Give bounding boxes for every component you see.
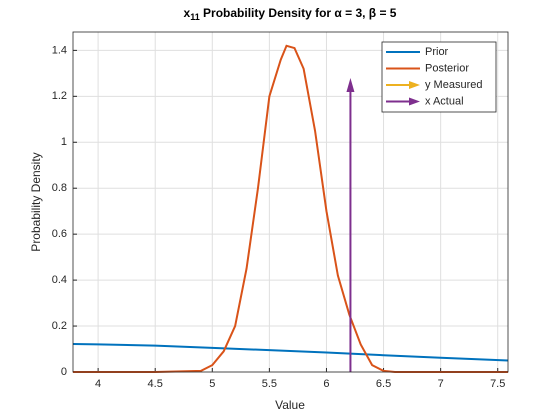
y-tick-label: 0.8	[52, 182, 67, 194]
y-tick-label: 1.4	[52, 44, 67, 56]
legend-label: Prior	[425, 46, 449, 58]
legend-swatch-head	[409, 81, 420, 89]
y-tick-label: 0.6	[52, 228, 67, 240]
y-tick-label: 0.2	[52, 320, 67, 332]
legend-label: x Actual	[425, 95, 464, 107]
axes-box	[72, 31, 509, 373]
x-tick-label: 4	[95, 378, 101, 390]
x-axis-label: Value	[275, 398, 305, 412]
series-line	[73, 44, 508, 373]
arrow-head	[346, 77, 355, 92]
legend-label: Posterior	[425, 62, 469, 74]
title-rest: Probability Density for α = 3, β = 5	[200, 6, 397, 20]
y-tick-label: 1.2	[52, 90, 67, 102]
legend: Prior Posterior y Measured x Actual	[381, 41, 497, 113]
x-tick-label: 6	[323, 378, 329, 390]
chart-title: x11 Probability Density for α = 3, β = 5	[184, 6, 397, 22]
x-tick-label: 7.5	[490, 378, 505, 390]
y-axis-label: Probability Density	[29, 152, 43, 251]
y-tick-label: 0.4	[52, 274, 67, 286]
x-tick-label: 6.5	[376, 378, 391, 390]
legend-box	[381, 41, 497, 113]
legend-swatch-head	[409, 97, 420, 106]
x-tick-label: 4.5	[148, 378, 163, 390]
legend-label: y Measured	[425, 79, 482, 91]
y-tick-label: 1	[61, 136, 67, 148]
x-tick-label: 5.5	[262, 378, 277, 390]
y-tick-label: 0	[61, 366, 67, 378]
title-base: x	[184, 6, 191, 20]
x-tick-label: 7	[438, 378, 444, 390]
x-tick-label: 5	[209, 378, 215, 390]
series-line	[72, 342, 509, 362]
title-subscript: 11	[190, 12, 200, 22]
